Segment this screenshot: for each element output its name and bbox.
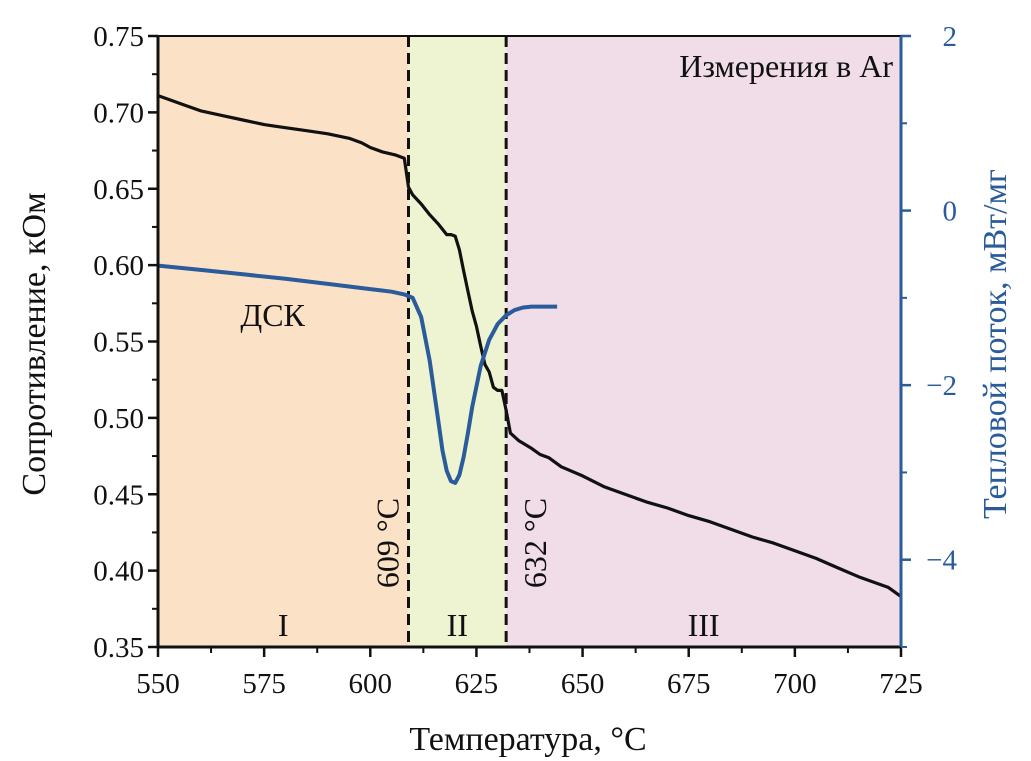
resistance-line bbox=[157, 94, 902, 598]
series-label-2: ДСК bbox=[240, 297, 305, 333]
y-tick-label-3: 0.50 bbox=[93, 403, 144, 435]
x-axis-title: Температура, °C bbox=[409, 721, 646, 758]
x-tick-label-5: 675 bbox=[667, 668, 711, 700]
region-labels: I II III bbox=[278, 607, 720, 643]
x-tick-label-3: 625 bbox=[455, 668, 499, 700]
y-tick-label-1: 0.40 bbox=[93, 556, 144, 588]
x-tick-label-6: 700 bbox=[773, 668, 817, 700]
ticks: 550 575 600 625 650 675 700 725 0.35 0.40 0.45 0.50… bbox=[93, 21, 957, 700]
y2-tick-label-3: 2 bbox=[943, 21, 958, 53]
y-tick-label-2: 0.45 bbox=[93, 479, 144, 511]
series-lines: ДСК bbox=[157, 94, 902, 598]
region-3 bbox=[506, 36, 901, 647]
region-label-3: III bbox=[688, 607, 720, 643]
y-axis-title: Сопротивление, кОм bbox=[16, 192, 53, 495]
marker-label-1: 609 °C bbox=[369, 498, 405, 588]
y-tick-label-7: 0.70 bbox=[93, 97, 144, 129]
x-tick-label-4: 650 bbox=[561, 668, 605, 700]
x-tick-label-1: 575 bbox=[242, 668, 286, 700]
y2-tick-label-0: −4 bbox=[926, 545, 957, 577]
region-label-2: II bbox=[447, 607, 468, 643]
y2-axis-title: Тепловой поток, мВт/мг bbox=[977, 169, 1014, 519]
temperature-markers: 609 °C 632 °C bbox=[369, 36, 553, 647]
x-tick-label-2: 600 bbox=[349, 668, 393, 700]
x-tick-label-0: 550 bbox=[136, 668, 180, 700]
y-tick-label-5: 0.60 bbox=[93, 250, 144, 282]
y-tick-label-4: 0.55 bbox=[93, 327, 144, 359]
y2-tick-label-1: −2 bbox=[926, 370, 957, 402]
region-2 bbox=[408, 36, 507, 647]
y-tick-label-6: 0.65 bbox=[93, 174, 144, 206]
marker-label-2: 632 °C bbox=[517, 498, 553, 588]
y-tick-label-0: 0.35 bbox=[93, 632, 144, 664]
annotation-title: Измерения в Ar bbox=[679, 48, 893, 84]
x-tick-label-7: 725 bbox=[879, 668, 923, 700]
y-tick-label-8: 0.75 bbox=[93, 21, 144, 53]
region-label-1: I bbox=[278, 607, 289, 643]
region-1 bbox=[158, 36, 409, 647]
y2-tick-label-2: 0 bbox=[943, 196, 958, 228]
dsc-line bbox=[157, 263, 558, 485]
